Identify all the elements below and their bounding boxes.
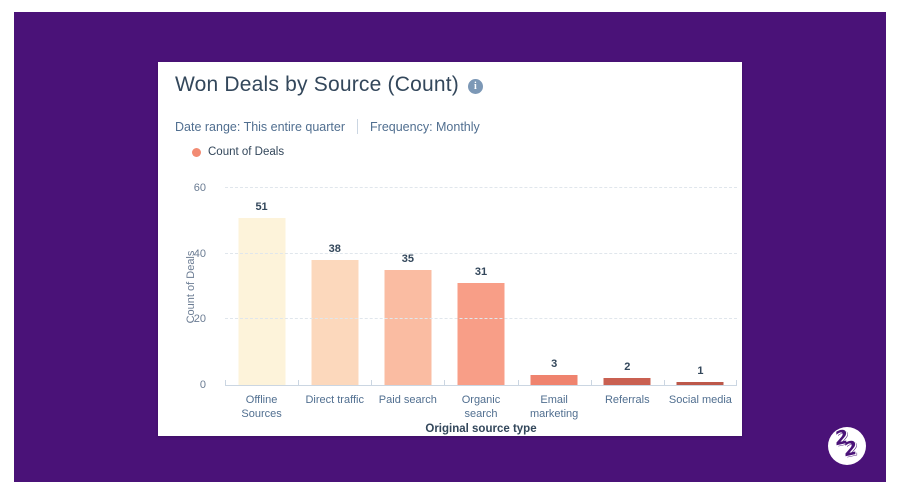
bar-value-label: 2 xyxy=(624,361,631,374)
x-category-label: Paid search xyxy=(378,394,437,406)
gridline-40 xyxy=(225,252,737,254)
x-axis-category-labels: Offline Sources Direct traffic Paid search… xyxy=(225,393,737,422)
y-tick-label-20: 20 xyxy=(193,313,206,326)
gridline-20 xyxy=(225,318,737,320)
bar-slot: 31 xyxy=(444,189,517,385)
date-range-text: Date range: This entire quarter xyxy=(175,119,346,134)
bar-value-label: 38 xyxy=(328,243,341,256)
legend-item-count-of-deals[interactable]: Count of Deals xyxy=(192,146,284,158)
x-axis-tick xyxy=(444,380,445,385)
bar-slot: 38 xyxy=(298,189,371,385)
report-title-row: Won Deals by Source (Count) i xyxy=(175,73,483,97)
bar-referrals[interactable] xyxy=(603,378,651,385)
y-tick-label-40: 40 xyxy=(193,247,206,260)
x-category-label: Social media xyxy=(668,394,732,406)
x-axis-tick xyxy=(371,380,372,385)
bar-value-label: 1 xyxy=(697,364,704,377)
x-axis-tick xyxy=(518,380,519,385)
bar-slot: 51 xyxy=(225,189,298,385)
x-axis-tick xyxy=(298,380,299,385)
logo-digit-right: 2 xyxy=(841,436,860,462)
legend-dot xyxy=(192,147,201,157)
bar-value-label: 3 xyxy=(551,358,558,371)
bar-paid-search[interactable] xyxy=(384,270,432,385)
bar-social-media[interactable] xyxy=(676,381,724,385)
y-tick-label-60: 60 xyxy=(193,182,206,194)
x-axis-tick xyxy=(591,380,592,385)
legend-label: Count of Deals xyxy=(208,146,285,158)
x-axis-tick xyxy=(664,380,665,385)
bar-direct-traffic[interactable] xyxy=(311,260,359,385)
y-tick-label-0: 0 xyxy=(199,379,206,391)
bar-organic-search[interactable] xyxy=(457,283,505,385)
info-icon[interactable]: i xyxy=(467,79,483,94)
x-category-label: Organic search xyxy=(461,394,501,421)
report-meta: Date range: This entire quarter Frequenc… xyxy=(175,119,480,134)
plot-area: 51 38 35 31 3 2 1 xyxy=(225,187,737,386)
x-category-label: Offline Sources xyxy=(241,394,282,421)
y-axis-ticks: 0 20 40 60 xyxy=(158,182,216,391)
bar-email-marketing[interactable] xyxy=(530,375,578,385)
bar-value-label: 35 xyxy=(401,253,414,266)
gridline-60 xyxy=(225,187,737,188)
bar-slots: 51 38 35 31 3 2 1 xyxy=(225,189,737,385)
bar-offline-sources[interactable] xyxy=(238,217,286,385)
meta-divider xyxy=(357,119,359,134)
brand-logo-22: 2 2 xyxy=(828,427,866,465)
bar-value-label: 51 xyxy=(255,200,268,213)
x-axis-tick xyxy=(225,380,226,385)
x-axis-title: Original source type xyxy=(425,423,537,435)
report-card: Won Deals by Source (Count) i Date range… xyxy=(158,62,742,436)
bar-slot: 3 xyxy=(518,189,591,385)
x-axis-tick xyxy=(736,380,737,385)
bar-slot: 35 xyxy=(371,189,444,385)
frequency-text: Frequency: Monthly xyxy=(370,119,480,134)
bar-slot: 1 xyxy=(664,189,737,385)
x-category-label: Direct traffic xyxy=(305,394,364,406)
bar-slot: 2 xyxy=(591,189,664,385)
x-category-label: Referrals xyxy=(604,394,650,406)
x-category-label: Email marketing xyxy=(529,394,579,421)
report-title: Won Deals by Source (Count) xyxy=(175,73,459,96)
bar-value-label: 31 xyxy=(474,266,488,279)
